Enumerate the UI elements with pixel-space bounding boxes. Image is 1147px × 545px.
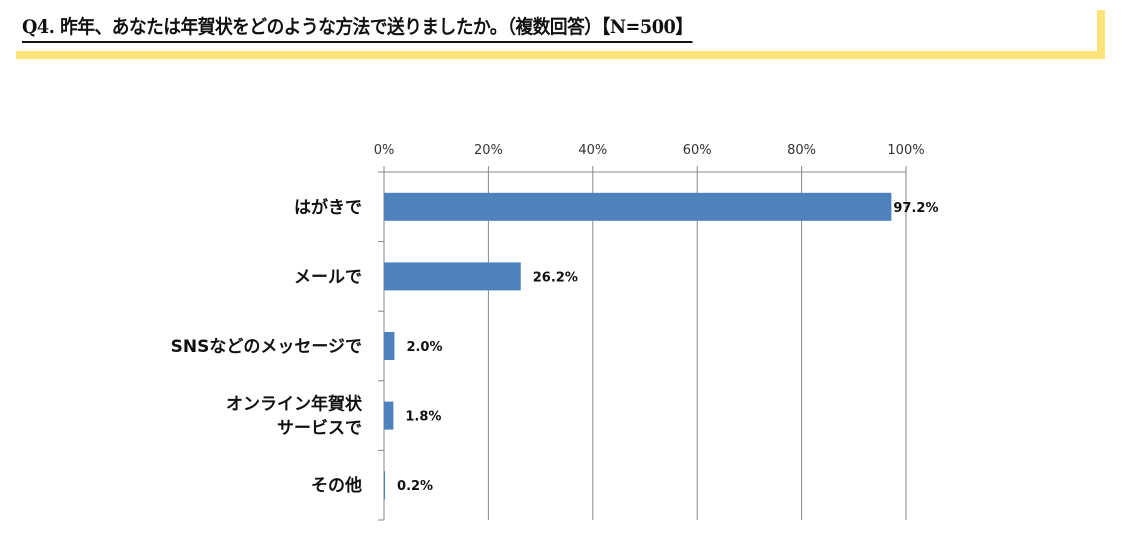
x-tick-label: 100%	[887, 143, 924, 158]
category-label: はがきで	[294, 197, 362, 218]
title-highlight-horizontal	[16, 51, 1105, 59]
x-tick-label: 0%	[374, 143, 395, 158]
bar	[384, 401, 394, 430]
x-tick-label: 20%	[474, 143, 503, 158]
data-label: 2.0%	[406, 340, 442, 355]
data-label: 26.2%	[533, 270, 578, 285]
bar	[384, 471, 386, 500]
category-label: サービスで	[277, 419, 362, 439]
category-label: その他	[311, 475, 362, 496]
title-highlight-vertical	[1097, 10, 1105, 59]
x-tick-label: 40%	[578, 143, 607, 158]
x-tick-label: 60%	[683, 143, 712, 158]
question-title: Q4. 昨年、あなたは年賀状をどのような方法で送りましたか。（複数回答）【N=5…	[22, 12, 693, 43]
category-label: メールで	[294, 267, 362, 287]
bar	[384, 192, 892, 221]
category-label: オンライン年賀状	[226, 394, 363, 415]
x-tick-label: 80%	[787, 143, 816, 158]
category-label: SNSなどのメッセージで	[171, 337, 362, 357]
data-label: 97.2%	[893, 201, 938, 216]
bar	[384, 262, 521, 291]
data-label: 1.8%	[405, 410, 441, 425]
bar	[384, 332, 395, 360]
data-label: 0.2%	[397, 479, 433, 494]
